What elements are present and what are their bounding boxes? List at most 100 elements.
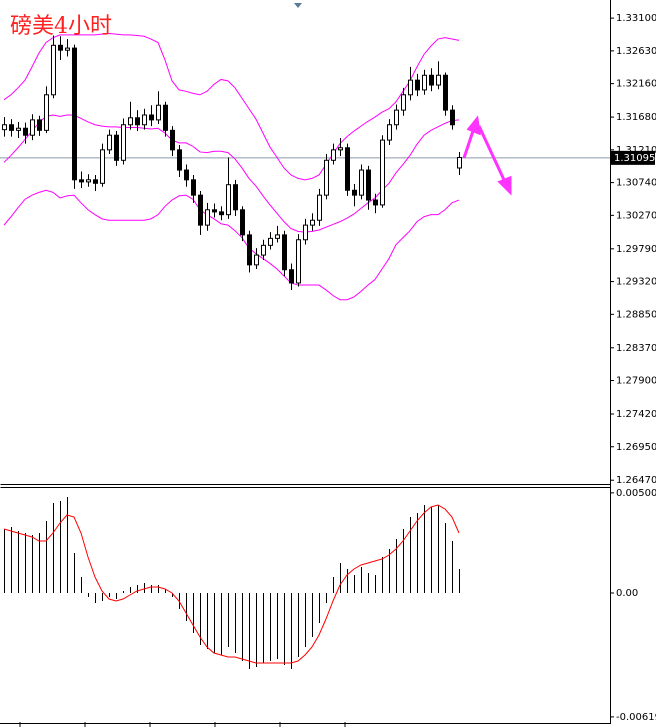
candle-body: [345, 147, 350, 191]
y-tick-label: 1.27900: [616, 376, 656, 387]
candle-body: [387, 124, 392, 141]
macd-signal: [3, 504, 460, 664]
y-tick-label: 1.31210: [616, 145, 656, 156]
candle-body: [107, 134, 112, 151]
candle-body: [191, 179, 196, 196]
candle-body: [359, 169, 364, 196]
candle-body: [233, 184, 238, 211]
y-tick-label: 1.33100: [616, 13, 656, 24]
y-tick-label: 1.30270: [616, 210, 656, 221]
candle-body: [289, 269, 294, 284]
candle-body: [394, 109, 399, 126]
plot-area: 1.33100 1.32630 1.32160 1.31680 1.31210 1.307…: [0, 13, 656, 727]
candle-body: [422, 74, 427, 91]
candle-body: [184, 169, 189, 181]
candle-body: [247, 234, 252, 266]
chart-title: 磅美4小时: [10, 14, 112, 39]
candle-body: [429, 74, 434, 86]
candle-body: [450, 109, 455, 126]
candle-body: [408, 79, 413, 96]
candle-body: [135, 117, 140, 126]
y-tick-label: 1.32630: [616, 46, 656, 57]
candle-body: [415, 79, 420, 91]
candle-body: [268, 237, 273, 246]
bollinger-lower: [3, 189, 460, 301]
candle-body: [170, 129, 175, 151]
y-tick-label: 1.26950: [616, 442, 656, 453]
candle-body: [58, 44, 63, 51]
candle-body: [72, 47, 77, 181]
candle-body: [114, 134, 119, 161]
y-tick-label: -0.006194: [616, 712, 656, 723]
candle-body: [142, 114, 147, 126]
candle-body: [275, 234, 280, 239]
candle-body: [296, 239, 301, 284]
candle-body: [156, 104, 161, 121]
candle-body: [443, 74, 448, 111]
candle-body: [380, 139, 385, 206]
scroll-marker: [294, 3, 302, 8]
candle-body: [373, 199, 378, 206]
candle-body: [86, 179, 91, 183]
forecast-arrows: [462, 115, 512, 196]
candle-body: [331, 149, 336, 161]
candle-body: [2, 124, 7, 131]
candle-body: [93, 179, 98, 184]
y-tick-label: 1.28850: [616, 309, 656, 320]
y-tick-label: 1.29790: [616, 244, 656, 255]
arrowhead: [466, 115, 481, 136]
candle-body: [23, 127, 28, 136]
y-tick-label: 0.005007: [616, 488, 656, 499]
candle-body: [226, 184, 231, 216]
candle-body: [149, 114, 154, 121]
candle-body: [198, 194, 203, 226]
candle-body: [163, 104, 168, 131]
candle-body: [65, 47, 70, 51]
candle-body: [282, 234, 287, 271]
candle-body: [51, 44, 56, 96]
current-price-box: [611, 150, 655, 165]
candle-body: [177, 149, 182, 171]
y-tick-label: 1.28370: [616, 343, 656, 354]
candle-body: [401, 94, 406, 111]
candle-body: [79, 179, 84, 183]
y-tick-label: 1.29320: [616, 277, 656, 288]
candle-body: [37, 119, 42, 131]
y-tick-label: 0.00: [616, 588, 638, 599]
candle-body: [366, 169, 371, 201]
candle-body: [303, 224, 308, 241]
candle-body: [121, 124, 126, 161]
candle-body: [212, 209, 217, 213]
arrowhead: [497, 175, 512, 196]
y-tick-label: 1.31680: [616, 112, 656, 123]
candle-body: [205, 209, 210, 226]
current-price-label: 1.31095: [614, 153, 655, 164]
candle-body: [240, 209, 245, 236]
y-tick-label: 1.26470: [616, 475, 656, 486]
y-tick-label: 1.32160: [616, 79, 656, 90]
candle-body: [338, 147, 343, 151]
candle-body: [16, 127, 21, 131]
candle-body: [324, 159, 329, 196]
bollinger-upper: [3, 32, 460, 181]
frame: [0, 0, 611, 724]
candle-body: [352, 189, 357, 196]
candle-body: [317, 194, 322, 221]
candle-body: [310, 219, 315, 226]
candle-body: [44, 94, 49, 131]
y-tick-label: 1.27420: [616, 409, 656, 420]
candle-body: [261, 244, 266, 256]
candle-body: [457, 157, 462, 169]
candle-body: [219, 211, 224, 216]
y-tick-label: 1.30740: [616, 178, 656, 189]
candle-body: [128, 117, 133, 126]
candle-body: [436, 74, 441, 86]
arrow-down: [477, 125, 507, 183]
candle-body: [100, 149, 105, 184]
arrow-up: [462, 127, 476, 159]
candle-body: [254, 254, 259, 266]
candle-body: [30, 119, 35, 136]
